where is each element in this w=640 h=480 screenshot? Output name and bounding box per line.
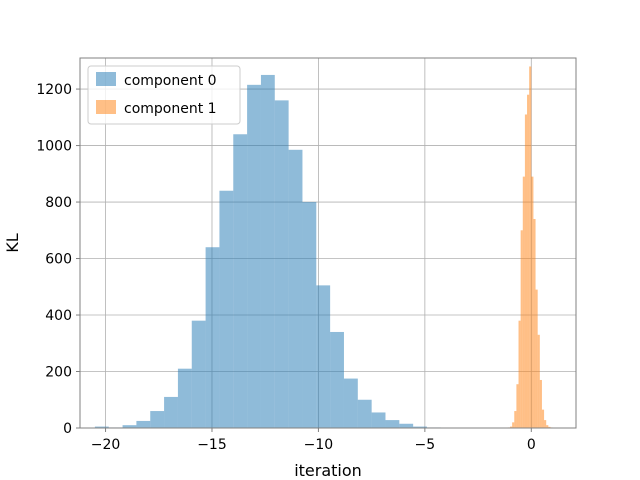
series-component-0 bbox=[94, 74, 455, 429]
axes bbox=[79, 57, 577, 429]
y-tick-label: 1200 bbox=[36, 82, 72, 98]
x-tick-label: 0 bbox=[527, 437, 536, 453]
histogram-bar bbox=[330, 331, 344, 428]
histogram-bar bbox=[537, 334, 540, 428]
x-tick-label: −10 bbox=[304, 437, 334, 453]
histogram-bar bbox=[94, 426, 109, 428]
x-tick-label: −15 bbox=[197, 437, 227, 453]
histogram-bar bbox=[533, 218, 536, 428]
histogram-bar bbox=[371, 412, 386, 428]
legend-swatch-component-1 bbox=[96, 100, 116, 114]
histogram-bar bbox=[385, 420, 400, 428]
y-tick-label: 800 bbox=[45, 195, 72, 211]
legend-box bbox=[87, 65, 241, 125]
histogram-bar bbox=[233, 134, 248, 429]
histogram-bar bbox=[522, 176, 525, 428]
histogram-bar bbox=[529, 66, 532, 429]
histogram-bar bbox=[399, 423, 414, 428]
histogram-bar bbox=[150, 411, 165, 428]
histogram-bar bbox=[544, 420, 547, 428]
histogram-bar bbox=[191, 320, 206, 428]
histogram-bar bbox=[260, 74, 275, 428]
histogram-bar bbox=[510, 426, 513, 428]
x-tick-label: −5 bbox=[415, 437, 436, 453]
histogram-bar bbox=[512, 422, 515, 428]
histogram-bar bbox=[316, 285, 331, 428]
tick-labels: −20 −15 −10 −5 0 0 200 400 600 800 1000 1200 bbox=[36, 82, 535, 453]
histogram-bar bbox=[357, 399, 372, 428]
histogram-bar bbox=[531, 176, 534, 428]
histogram-bar bbox=[539, 379, 542, 428]
histogram-bar bbox=[302, 202, 317, 428]
series-component-1 bbox=[507, 66, 555, 429]
histogram-bar bbox=[516, 384, 519, 428]
histogram-bars bbox=[94, 66, 555, 429]
histogram-bar bbox=[535, 289, 538, 428]
histogram-bar bbox=[219, 190, 234, 428]
y-tick-label: 600 bbox=[45, 252, 72, 268]
histogram-bar bbox=[177, 368, 192, 428]
histogram-bar bbox=[247, 84, 261, 428]
legend-swatch-component-0 bbox=[96, 72, 116, 86]
histogram-bar bbox=[514, 411, 517, 428]
histogram-bar bbox=[548, 426, 551, 428]
histogram-bar bbox=[524, 114, 528, 428]
histogram-bar bbox=[288, 149, 303, 429]
histogram-bar bbox=[274, 100, 289, 429]
y-tick-label: 1000 bbox=[36, 139, 72, 155]
histogram-bar bbox=[343, 378, 358, 428]
histogram-bar bbox=[136, 420, 151, 428]
histogram-bar bbox=[205, 247, 220, 428]
plot-frame bbox=[79, 57, 577, 429]
legend-label-component-1: component 1 bbox=[124, 101, 217, 117]
histogram-bar bbox=[122, 425, 137, 428]
histogram-bar bbox=[164, 396, 178, 428]
histogram-bar bbox=[546, 425, 549, 428]
histogram-bar bbox=[413, 426, 427, 428]
legend-label-component-0: component 0 bbox=[124, 73, 217, 89]
legend: component 0 component 1 bbox=[87, 65, 241, 125]
histogram-bar bbox=[518, 320, 521, 428]
y-tick-label: 0 bbox=[63, 421, 72, 437]
histogram-bar bbox=[541, 409, 545, 428]
y-axis-label: KL bbox=[3, 233, 22, 252]
x-tick-label: −20 bbox=[91, 437, 121, 453]
histogram-bar bbox=[527, 94, 530, 428]
histogram-bar bbox=[520, 230, 523, 428]
x-axis-label: iteration bbox=[294, 461, 362, 480]
y-tick-label: 400 bbox=[45, 308, 72, 324]
y-tick-label: 200 bbox=[45, 365, 72, 381]
